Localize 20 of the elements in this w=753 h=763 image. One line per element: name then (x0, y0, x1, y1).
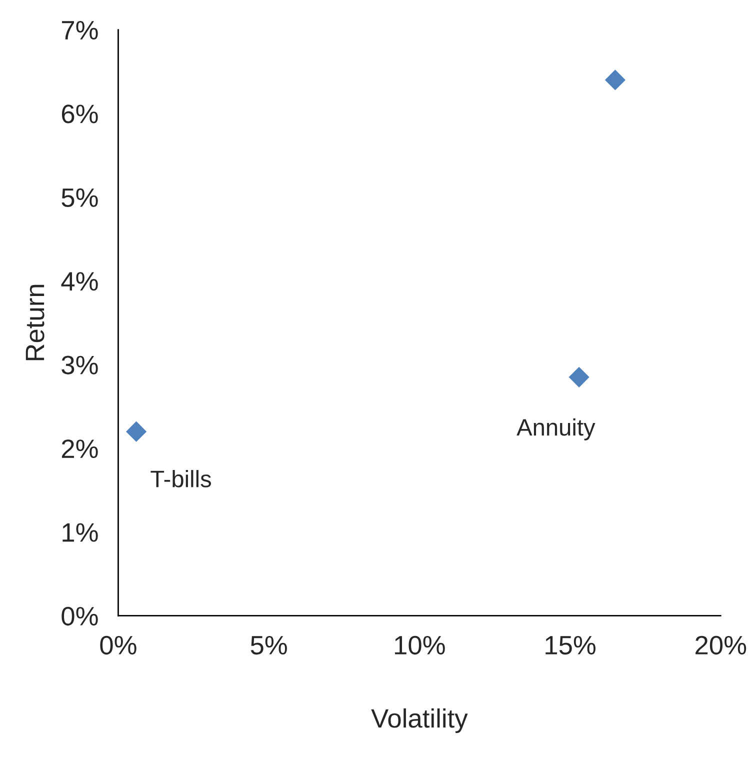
y-tick-label: 5% (62, 188, 98, 208)
y-tick-label: 6% (62, 104, 98, 124)
point (568, 366, 590, 388)
y-axis-title: Return (26, 284, 44, 360)
x-tick-label: 15% (546, 636, 596, 655)
x-tick-label: 10% (395, 636, 445, 655)
y-tick-label: 3% (62, 356, 98, 374)
x-tick-label: 0% (100, 636, 136, 655)
point (604, 70, 626, 90)
y-tick-label: 2% (62, 439, 98, 458)
y-tick-label: 1% (62, 523, 98, 542)
annotation: T-bills (150, 470, 211, 488)
y-tick-label: 7% (62, 21, 98, 40)
x-tick-label: 5% (250, 636, 287, 655)
x-tick-label: 20% (696, 636, 746, 655)
annotation: Annuity (516, 418, 596, 440)
x-axis-title: Volatility (371, 708, 468, 733)
y-tick-label: 0% (62, 606, 98, 626)
point (126, 421, 147, 442)
y-tick-label: 4% (61, 272, 98, 291)
